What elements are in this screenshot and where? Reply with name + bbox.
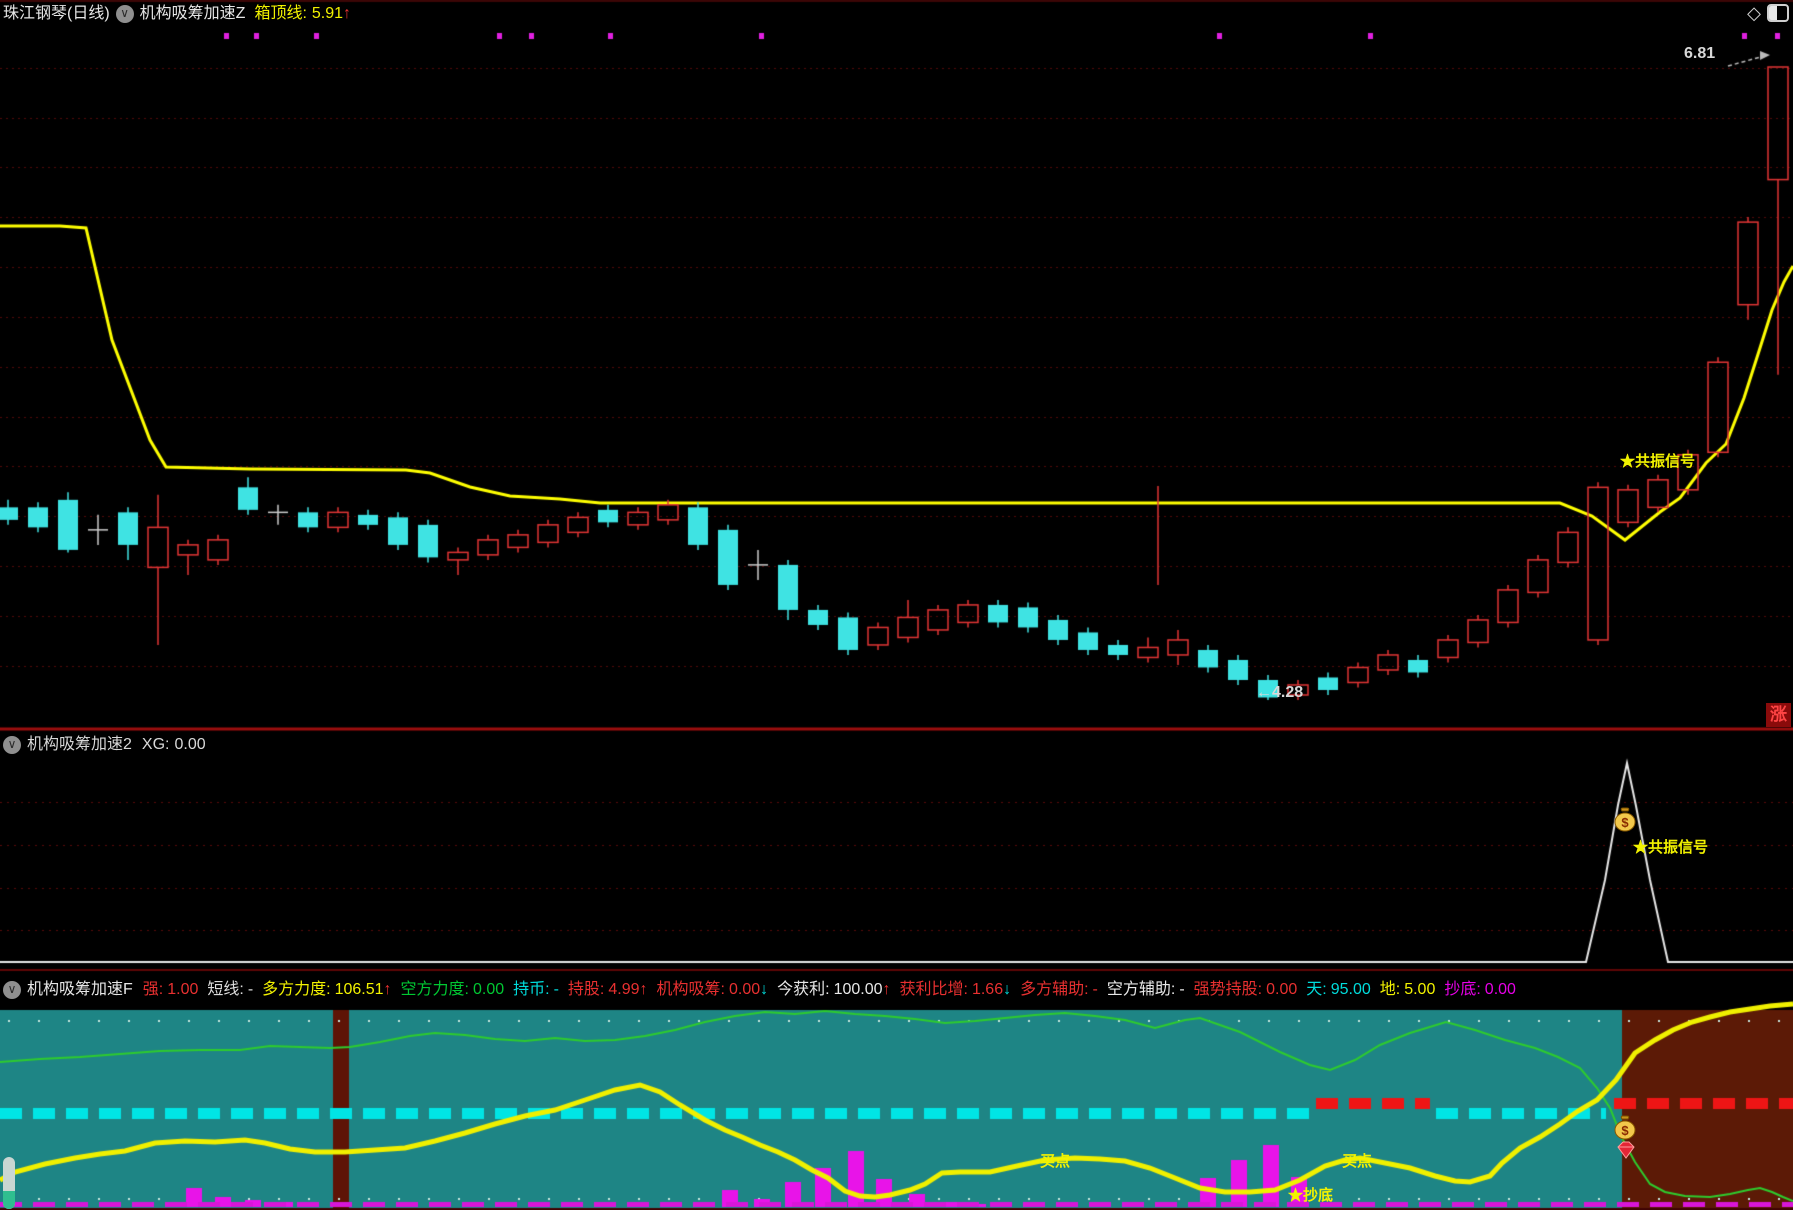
- window-controls: ◇: [1747, 4, 1789, 22]
- bottom-fishing-label: ★抄底: [1288, 1187, 1334, 1204]
- money-bag-icon: $: [1613, 1114, 1637, 1140]
- high-price-label: 6.81: [1684, 45, 1716, 62]
- sub1-header: ∨ 机构吸筹加速2 XG: 0.00: [3, 731, 206, 759]
- box-top-value: 5.91: [311, 5, 344, 22]
- buy-point-label-2: 买点: [1342, 1153, 1373, 1170]
- money-bag-icon: $: [1613, 806, 1637, 832]
- xg-label: XG:: [141, 736, 170, 753]
- svg-text:$: $: [1621, 1123, 1629, 1138]
- indicator-field-6: 机构吸筹: 0.00↓: [656, 981, 769, 998]
- indicator-fields-row: 强: 1.00 短线: - 多方力度: 106.51↑ 空方力度: 0.00 持币: - 持股: 4.…: [143, 976, 1525, 1004]
- diamond-icon[interactable]: ◇: [1747, 3, 1761, 23]
- indicator-field-3: 空方力度: 0.00: [400, 981, 505, 998]
- indicator-field-5: 持股: 4.99↑: [567, 981, 648, 998]
- rise-badge: 涨: [1766, 703, 1791, 727]
- indicator-field-4: 持币: -: [513, 981, 559, 998]
- panel-split-icon[interactable]: [1767, 4, 1789, 22]
- sub1-indicator-name[interactable]: 机构吸筹加速2: [27, 736, 132, 753]
- main-indicator-name[interactable]: 机构吸筹加速Z: [139, 5, 246, 22]
- resonance-signal-label-sub: ★共振信号: [1633, 839, 1709, 856]
- scrollbar-tip: [3, 1191, 15, 1209]
- resonance-signal-label-main: ★共振信号: [1620, 453, 1696, 470]
- sub2-indicator-name[interactable]: 机构吸筹加速F: [27, 981, 133, 998]
- collapse-chevron-icon[interactable]: ∨: [3, 981, 21, 999]
- main-header: 珠江钢琴(日线) ∨ 机构吸筹加速Z 箱顶线: 5.91 ↑: [3, 0, 351, 28]
- indicator-field-11: 强势持股: 0.00: [1193, 981, 1298, 998]
- svg-text:$: $: [1621, 815, 1629, 830]
- indicator-field-7: 今获利: 100.00↑: [777, 981, 891, 998]
- collapse-chevron-icon[interactable]: ∨: [3, 736, 21, 754]
- indicator-field-2: 多方力度: 106.51↑: [262, 981, 392, 998]
- collapse-chevron-icon[interactable]: ∨: [115, 5, 134, 23]
- indicator-field-10: 空方辅助: -: [1106, 981, 1185, 998]
- gem-icon: [1615, 1141, 1637, 1159]
- indicator-field-8: 获利比增: 1.66↓: [899, 981, 1012, 998]
- stock-title: 珠江钢琴(日线): [3, 5, 110, 22]
- vertical-scrollbar[interactable]: [3, 1157, 15, 1209]
- low-price-label: ←4.28: [1256, 684, 1304, 701]
- buy-point-label-1: 买点: [1040, 1153, 1071, 1170]
- box-top-label: 箱顶线:: [254, 5, 307, 22]
- indicator-field-13: 地: 5.00: [1379, 981, 1436, 998]
- indicator-field-9: 多方辅助: -: [1020, 981, 1098, 998]
- xg-value: 0.00: [174, 736, 206, 753]
- indicator-field-0: 强: 1.00: [142, 981, 199, 998]
- indicator-field-14: 抄底: 0.00: [1444, 981, 1516, 998]
- indicator-field-12: 天: 95.00: [1306, 981, 1371, 998]
- sub2-header: ∨ 机构吸筹加速F 强: 1.00 短线: - 多方力度: 106.51↑ 空方力度: 0.0…: [3, 976, 1525, 1004]
- box-top-up-arrow-icon: ↑: [343, 5, 352, 22]
- indicator-field-1: 短线: -: [207, 981, 254, 998]
